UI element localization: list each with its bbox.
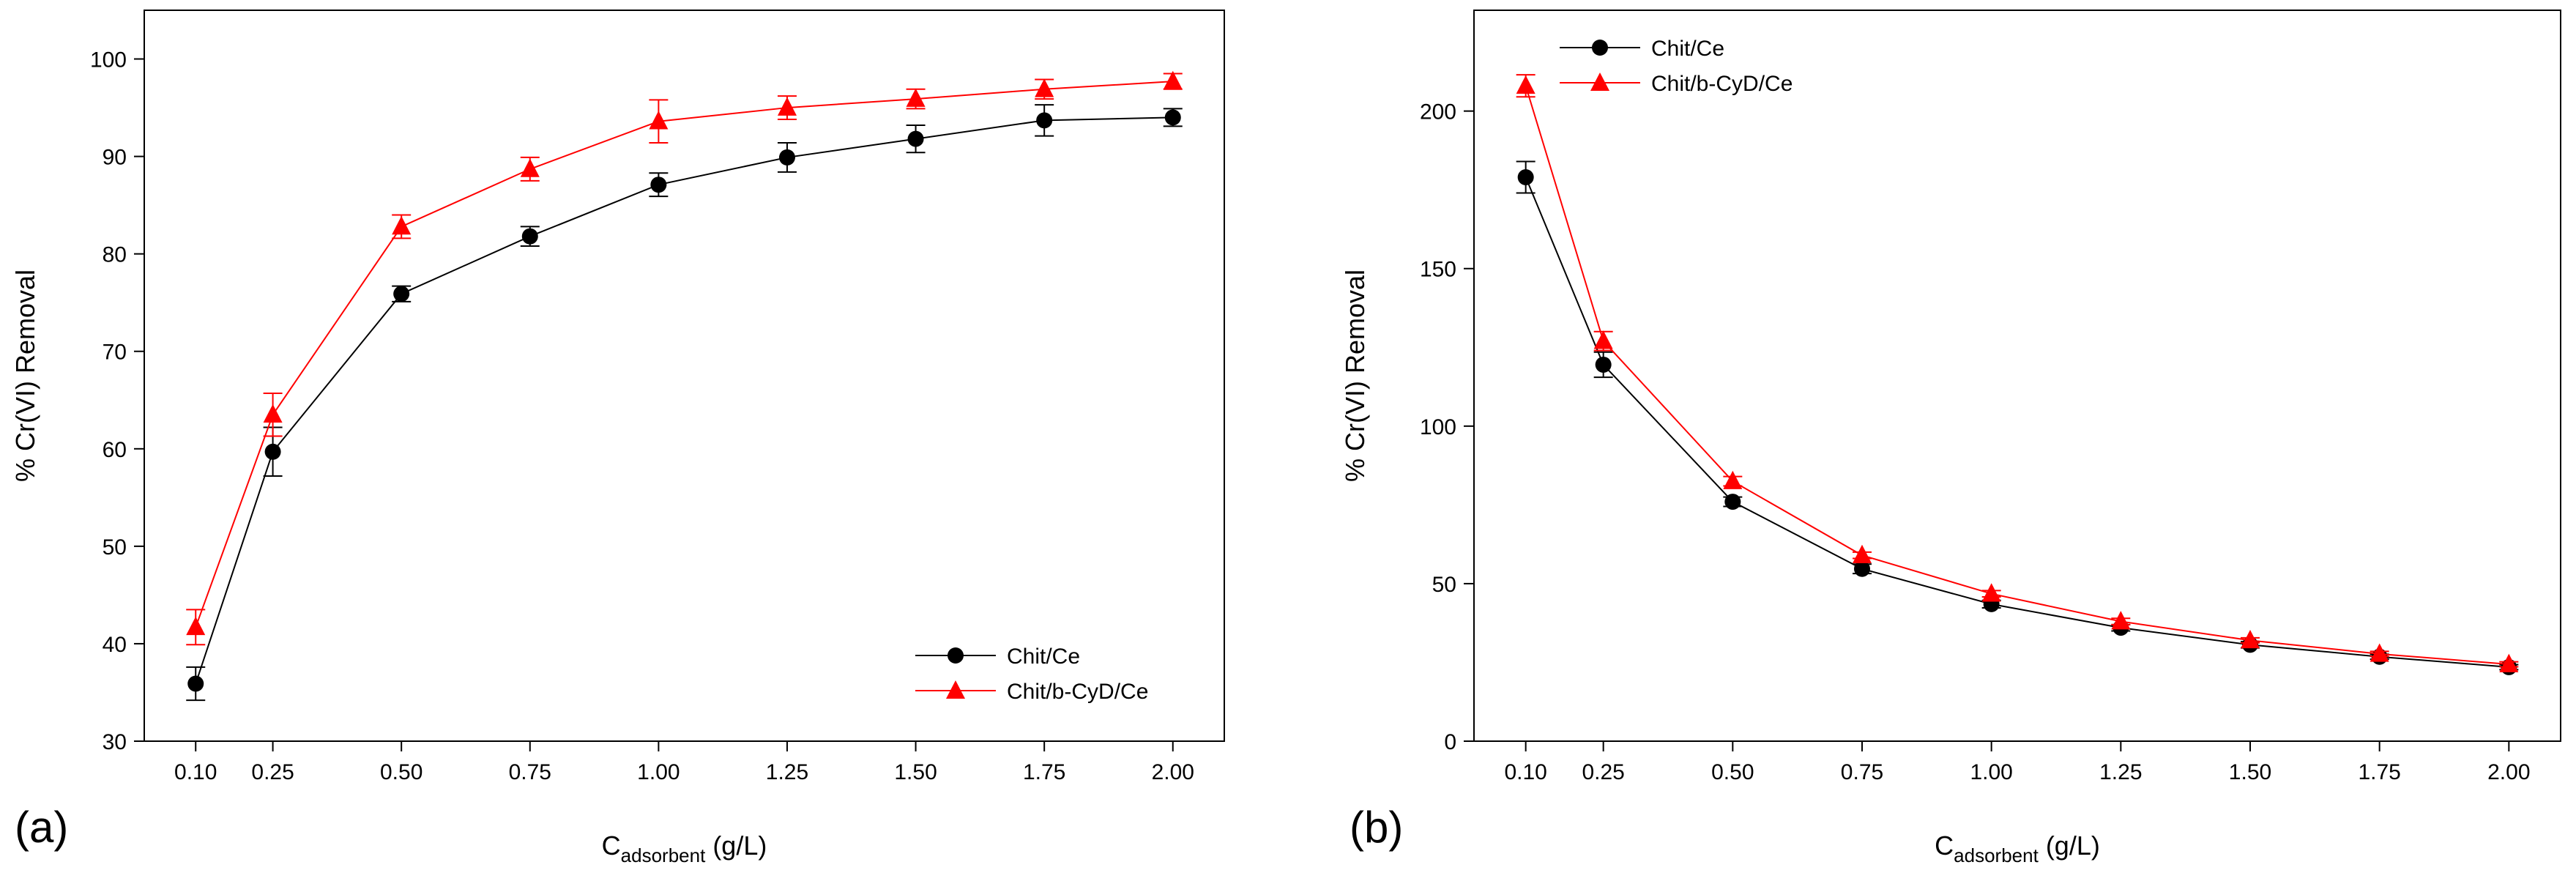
- x-tick-label: 2.00: [2487, 760, 2530, 784]
- panel-label: (a): [15, 803, 68, 852]
- legend-label: Chit/Ce: [1651, 37, 1724, 61]
- data-point: [2499, 653, 2519, 672]
- x-tick-label: 1.50: [2229, 760, 2271, 784]
- legend-label: Chit/b-CyD/Ce: [1651, 72, 1793, 96]
- series-line: [1525, 85, 2509, 666]
- series-line: [195, 81, 1173, 628]
- y-tick-label: 90: [103, 146, 127, 170]
- y-tick-label: 0: [1444, 730, 1456, 754]
- data-point: [264, 443, 281, 460]
- y-tick-label: 80: [103, 243, 127, 267]
- data-point: [649, 111, 669, 130]
- series-chit-ce: [186, 104, 1183, 702]
- data-point: [1593, 330, 1613, 349]
- y-tick-label: 50: [1432, 573, 1456, 597]
- data-point: [1723, 470, 1743, 489]
- data-point: [2370, 643, 2389, 662]
- data-point: [1981, 583, 2001, 602]
- x-tick-label: 0.50: [1711, 760, 1754, 784]
- data-point: [778, 149, 795, 166]
- x-tick-label: 1.25: [2099, 760, 2142, 784]
- data-point: [906, 88, 926, 107]
- legend-marker: [948, 647, 964, 664]
- legend-marker: [946, 680, 965, 699]
- data-point: [1036, 112, 1053, 129]
- x-tick-label: 1.75: [2358, 760, 2400, 784]
- y-tick-label: 100: [90, 48, 127, 73]
- series-chit-bcyd-ce: [1516, 74, 2519, 672]
- data-point: [1163, 70, 1183, 89]
- series-chit-bcyd-ce: [186, 70, 1183, 646]
- y-tick-label: 70: [103, 341, 127, 365]
- x-tick-label: 1.25: [766, 760, 808, 784]
- series-line: [195, 116, 1173, 684]
- plot-frame: [144, 10, 1225, 742]
- x-tick-label: 0.50: [380, 760, 422, 784]
- x-tick-label: 0.25: [251, 760, 294, 784]
- legend-label: Chit/b-CyD/Ce: [1007, 680, 1148, 704]
- y-tick-label: 100: [1420, 415, 1456, 439]
- data-point: [1516, 75, 1535, 94]
- data-point: [1517, 168, 1534, 185]
- data-point: [263, 404, 283, 423]
- legend-marker: [1592, 40, 1608, 56]
- legend-marker: [1590, 73, 1609, 91]
- data-point: [1853, 544, 1872, 563]
- y-tick-label: 150: [1420, 258, 1456, 282]
- data-point: [521, 228, 538, 245]
- y-tick-label: 50: [103, 535, 127, 560]
- x-axis-title: Cadsorbent (g/L): [602, 831, 767, 866]
- y-tick-label: 200: [1420, 100, 1456, 125]
- data-point: [1035, 78, 1054, 97]
- data-point: [650, 177, 667, 193]
- data-point: [1854, 560, 1870, 577]
- chart-panel-a: 30 40 50 60 70 80 90 100 0.10 0.25 0.50 0.75 1.00 1.2…: [10, 10, 1225, 866]
- series-chit-ce: [1516, 160, 2519, 675]
- x-axis-title: Cadsorbent (g/L): [1935, 831, 2100, 866]
- series-line: [1525, 177, 2509, 668]
- data-point: [1595, 356, 1612, 373]
- x-tick-label: 1.50: [894, 760, 937, 784]
- y-tick-label: 40: [103, 633, 127, 657]
- y-tick-label: 30: [103, 730, 127, 754]
- legend-label: Chit/Ce: [1007, 644, 1080, 669]
- data-point: [392, 216, 412, 235]
- data-point: [520, 158, 540, 177]
- x-tick-label: 0.75: [509, 760, 551, 784]
- data-point: [2111, 611, 2131, 630]
- data-point: [393, 286, 410, 302]
- x-tick-label: 1.75: [1023, 760, 1065, 784]
- panel-label: (b): [1350, 803, 1403, 852]
- plot-frame: [1473, 10, 2561, 742]
- data-point: [1724, 494, 1741, 510]
- x-tick-label: 1.00: [637, 760, 680, 784]
- legend: Chit/Ce Chit/b-CyD/Ce: [1560, 37, 1793, 96]
- data-point: [2241, 629, 2260, 649]
- x-tick-label: 0.25: [1582, 760, 1624, 784]
- data-point: [1164, 109, 1181, 126]
- x-tick-label: 0.75: [1841, 760, 1883, 784]
- legend: Chit/Ce Chit/b-CyD/Ce: [915, 644, 1148, 704]
- y-tick-label: 60: [103, 438, 127, 462]
- x-tick-label: 2.00: [1152, 760, 1194, 784]
- x-tick-label: 0.10: [174, 760, 217, 784]
- x-tick-label: 0.10: [1504, 760, 1546, 784]
- y-axis-title: % Cr(VI) Removal: [10, 270, 40, 482]
- data-point: [777, 97, 797, 116]
- data-point: [187, 675, 204, 692]
- data-point: [907, 130, 924, 147]
- x-tick-label: 1.00: [1970, 760, 2012, 784]
- chart-panel-b: 0 50 100 150 200 0.10 0.25 0.50 0.75 1.00 1.25 1.50…: [1340, 10, 2561, 866]
- data-point: [186, 616, 206, 636]
- y-axis-title: % Cr(VI) Removal: [1340, 270, 1370, 482]
